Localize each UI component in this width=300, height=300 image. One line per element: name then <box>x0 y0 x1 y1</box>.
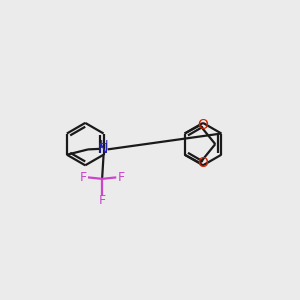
Text: F: F <box>80 171 87 184</box>
Text: N: N <box>98 142 108 156</box>
Text: O: O <box>197 156 208 170</box>
Text: H: H <box>100 140 108 150</box>
Text: O: O <box>197 118 208 132</box>
Text: F: F <box>98 194 106 207</box>
Text: F: F <box>117 171 124 184</box>
